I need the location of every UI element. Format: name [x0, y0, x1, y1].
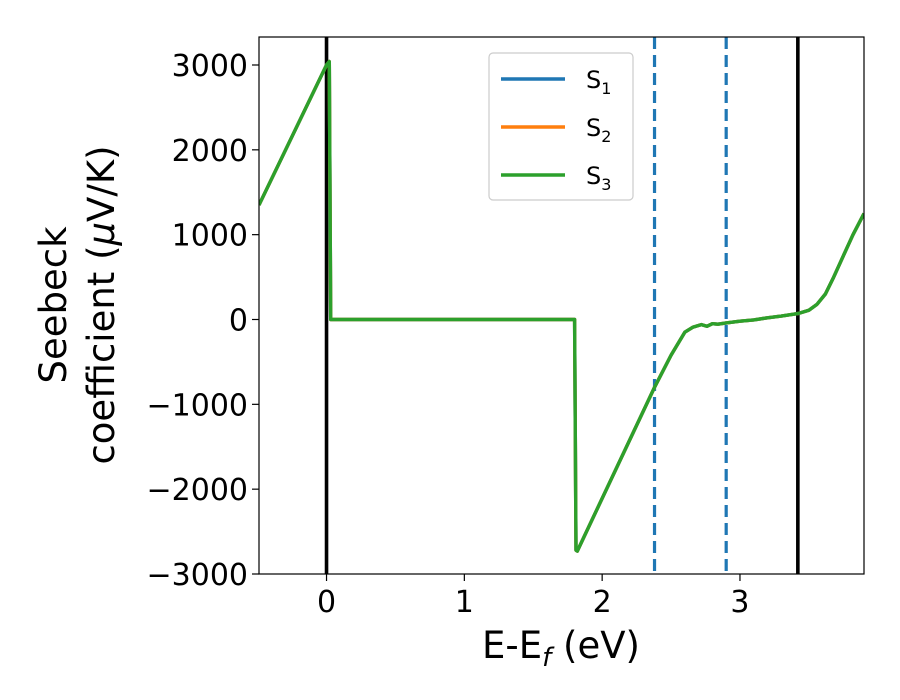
x-axis-title: E-Ef (eV) [482, 624, 640, 673]
reference-lines [324, 37, 800, 574]
y-tick-label: 2000 [172, 134, 248, 169]
plot-frame [258, 36, 865, 575]
y-axis-title-line1: Seebeck [32, 226, 75, 384]
legend-label-1: S1 [586, 66, 611, 98]
y-tick-label: −3000 [147, 558, 248, 593]
y-axis-title-line2: coefficient (μV/K) [80, 145, 123, 464]
y-axis: 3000 2000 1000 0 −1000 −2000 −3000 [147, 49, 259, 593]
y-tick-label: −2000 [147, 473, 248, 508]
x-axis: 0 1 2 3 [317, 574, 750, 620]
x-tick-label: 1 [455, 585, 474, 620]
series-layer [259, 59, 864, 553]
x-tick-label: 2 [593, 585, 612, 620]
y-tick-label: 1000 [172, 219, 248, 254]
legend: S1 S2 S3 [488, 52, 634, 201]
series-line-3 [259, 59, 864, 553]
y-tick-label: 3000 [172, 49, 248, 84]
y-tick-label: 0 [229, 303, 248, 338]
legend-label-3: S3 [586, 162, 611, 194]
x-tick-label: 0 [317, 585, 336, 620]
legend-label-2: S2 [586, 114, 611, 146]
y-axis-title: Seebeck coefficient (μV/K) [32, 145, 123, 464]
x-tick-label: 3 [730, 585, 749, 620]
legend-items: S1 S2 S3 [501, 66, 611, 194]
y-tick-label: −1000 [147, 388, 248, 423]
